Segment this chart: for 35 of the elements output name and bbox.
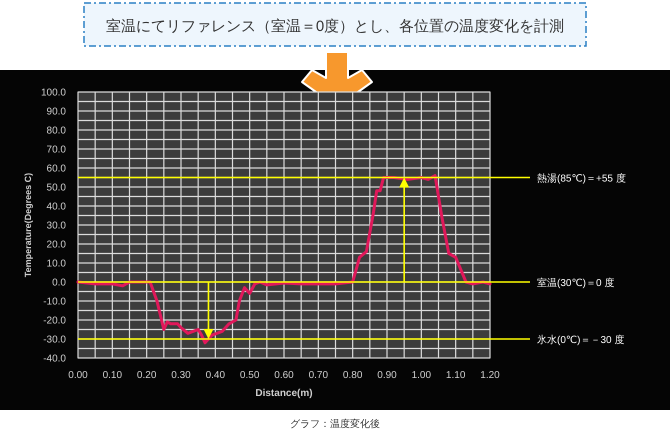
y-tick-label: 70.0 xyxy=(46,144,66,156)
x-tick-label: 0.70 xyxy=(308,370,328,381)
y-tick-label: 20.0 xyxy=(46,240,66,250)
x-tick-label: 1.20 xyxy=(480,370,500,381)
x-axis-title: Distance(m) xyxy=(255,388,313,399)
y-tick-label: 0.0 xyxy=(52,278,66,288)
y-axis-title: Temperature(Degrees C) xyxy=(23,172,33,278)
x-tick-label: 0.80 xyxy=(342,370,363,381)
ref-line-label: 氷水(0℃)＝－30 度 xyxy=(537,334,624,346)
y-tick-label: -20.0 xyxy=(43,316,66,326)
y-tick-label: 40.0 xyxy=(46,202,66,212)
text: グラフ：温度変化後 xyxy=(290,418,380,430)
y-tick-label: 90.0 xyxy=(46,106,66,118)
x-tick-label: 0.20 xyxy=(136,370,157,381)
x-tick-label: 0.40 xyxy=(206,370,226,381)
x-tick-label: 1.00 xyxy=(412,370,432,381)
y-tick-label: 30.0 xyxy=(46,220,66,232)
ref-line-label: 熱湯(85℃)＝+55 度 xyxy=(537,172,626,184)
y-tick-label: 100.0 xyxy=(40,88,66,98)
chart-title: 室温にてリファレンス（室温＝0度）とし、各位置の温度変化を計測 xyxy=(106,18,564,35)
y-tick-label: -10.0 xyxy=(43,296,66,308)
y-tick-label: 50.0 xyxy=(46,182,66,194)
y-tick-label: -30.0 xyxy=(43,334,66,346)
y-tick-label: 60.0 xyxy=(46,164,66,174)
y-tick-label: -40.0 xyxy=(43,354,66,364)
y-tick-label: 10.0 xyxy=(46,258,66,270)
x-tick-label: 1.10 xyxy=(446,370,466,381)
x-tick-label: 0.10 xyxy=(102,370,122,381)
x-tick-label: 0.00 xyxy=(68,370,88,381)
y-tick-label: 80.0 xyxy=(46,126,66,136)
x-tick-label: 0.60 xyxy=(274,370,294,381)
ref-line-label: 室温(30℃)＝0 度 xyxy=(537,277,614,289)
x-tick-label: 0.90 xyxy=(377,370,398,381)
x-tick-label: 0.50 xyxy=(240,370,260,381)
x-tick-label: 0.30 xyxy=(171,370,192,381)
